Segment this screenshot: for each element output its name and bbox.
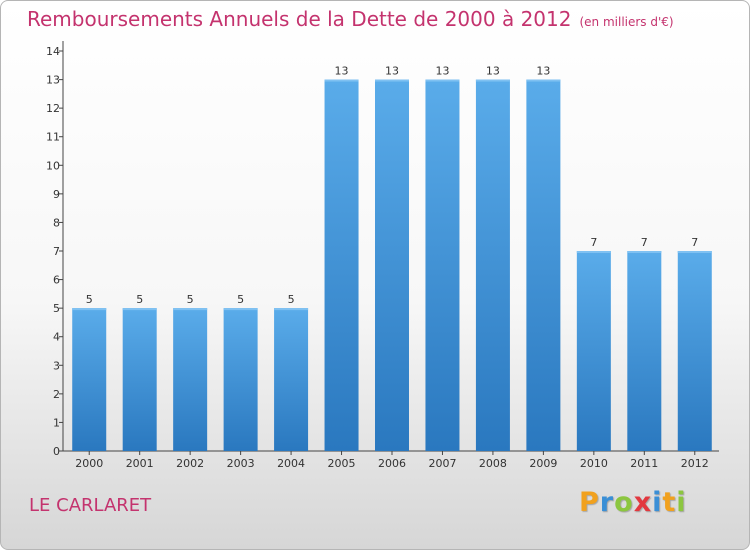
y-tick-label: 10 [46,159,60,172]
x-tick-label: 2009 [529,457,557,470]
y-tick-label: 7 [53,245,60,258]
bar [173,308,208,451]
bar-value-label: 13 [486,65,500,78]
bar-highlight [526,79,561,82]
logo-letter: r [599,487,615,518]
x-tick-label: 2011 [630,457,658,470]
bar-value-label: 5 [136,293,143,306]
bar-highlight [576,251,611,253]
chart-bars: 5 5 5 5 5 13 13 13 13 13 7 7 7 [72,65,712,452]
y-tick-label: 3 [53,359,60,372]
bar-value-label: 5 [288,293,295,306]
y-tick-label: 0 [53,445,60,458]
x-tick-label: 2010 [580,457,608,470]
x-tick-label: 2001 [126,457,154,470]
y-tick-label: 14 [46,45,60,58]
bar [627,251,662,451]
x-tick-label: 2003 [227,457,255,470]
bar [677,251,712,451]
bar-value-label: 13 [536,65,550,78]
bar [223,308,258,451]
bar-highlight [677,251,712,253]
y-tick-label: 4 [53,331,60,344]
bar [475,79,510,452]
bar [425,79,460,452]
bar-highlight [475,79,510,82]
x-tick-label: 2012 [681,457,709,470]
chart-title: Remboursements Annuels de la Dette de 20… [27,7,674,31]
x-tick-label: 2008 [479,457,507,470]
bar-highlight [425,79,460,82]
bar-value-label: 13 [435,65,449,78]
bar [274,308,309,451]
bar-value-label: 7 [590,236,597,249]
x-tick-label: 2006 [378,457,406,470]
bar-highlight [72,308,107,311]
y-tick-label: 1 [53,416,60,429]
x-tick-label: 2005 [328,457,356,470]
x-tick-label: 2000 [75,457,103,470]
bar [526,79,561,452]
bar-highlight [274,308,309,311]
y-tick-label: 13 [46,74,60,87]
bar-highlight [223,308,258,311]
logo-letter: i [676,487,687,518]
y-tick-label: 12 [46,102,60,115]
bar-highlight [375,79,409,82]
chart-title-main: Remboursements Annuels de la Dette de 20… [27,7,572,31]
chart-unit-note: (en milliers d'€) [579,15,674,29]
x-tick-label: 2002 [176,457,204,470]
commune-name: LE CARLARET [29,495,152,516]
y-tick-label: 8 [53,216,60,229]
bar-value-label: 5 [187,293,194,306]
logo-letter: t [662,487,677,518]
bar-highlight [122,308,157,311]
bar [576,251,611,451]
bar [72,308,107,451]
proxiti-logo: Proxiti [579,487,687,518]
bar-value-label: 13 [335,65,349,78]
bar-value-label: 5 [86,293,93,306]
y-tick-label: 6 [53,274,60,287]
bar-highlight [324,79,359,82]
bar [324,79,359,452]
logo-letter: o [614,487,634,518]
bar-value-label: 7 [691,236,698,249]
bar-highlight [627,251,662,253]
logo-letter: i [652,487,663,518]
bar [375,79,409,452]
bar-value-label: 7 [641,236,648,249]
x-tick-label: 2004 [277,457,305,470]
bar-value-label: 13 [385,65,399,78]
y-tick-label: 2 [53,388,60,401]
y-tick-label: 9 [53,188,60,201]
y-tick-label: 5 [53,302,60,315]
y-tick-label: 11 [46,131,60,144]
bar-highlight [173,308,208,311]
bar [122,308,157,451]
x-tick-label: 2007 [428,457,456,470]
bar-value-label: 5 [237,293,244,306]
logo-letter: P [579,487,600,518]
logo-letter: x [633,487,653,518]
